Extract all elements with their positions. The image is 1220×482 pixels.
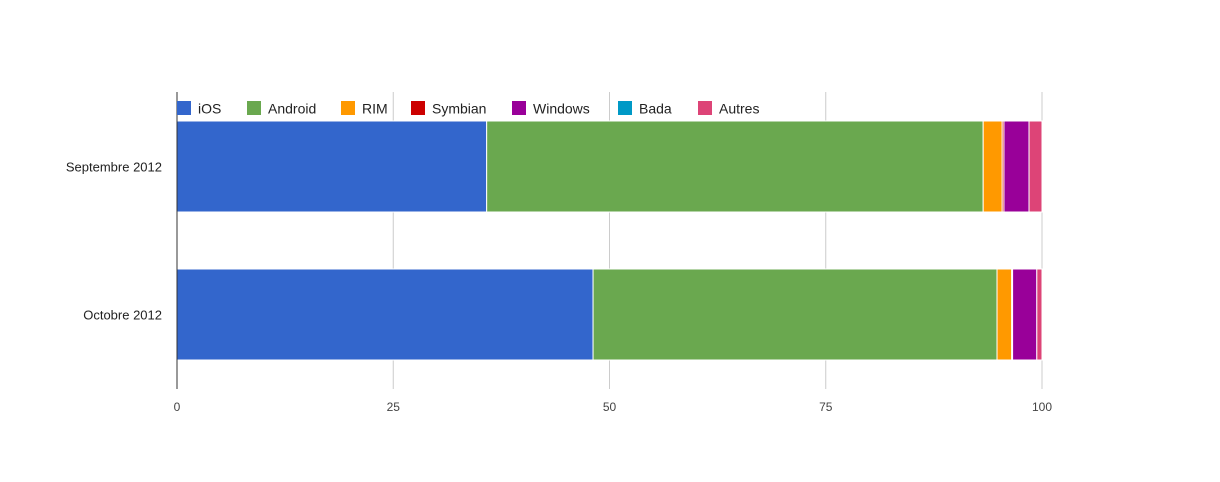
axes: 0 25 50 75 100 Septembre 2012 Octobre 2012 [66,92,1052,414]
category-label-0: Septembre 2012 [66,160,162,175]
bars [176,120,1043,361]
category-label-1: Octobre 2012 [83,308,162,323]
bar-android-0[interactable] [486,120,984,213]
x-tick-label-75: 75 [819,400,833,414]
legend-swatch-android [247,101,261,115]
legend-item-bada[interactable]: Bada [618,101,672,117]
legend-label-rim: RIM [362,101,388,117]
legend-label-android: Android [268,101,316,117]
legend-label-autres: Autres [719,101,759,117]
legend-item-autres[interactable]: Autres [698,101,759,117]
legend-item-rim[interactable]: RIM [341,101,388,117]
legend-label-ios: iOS [198,101,221,117]
legend-label-windows: Windows [533,101,590,117]
x-tick-label-25: 25 [387,400,401,414]
bar-ios-0[interactable] [176,120,488,213]
legend-label-symbian: Symbian [432,101,486,117]
x-tick-label-50: 50 [603,400,617,414]
bar-autres-1[interactable] [1036,268,1043,361]
bar-rim-0[interactable] [982,120,1003,213]
bar-ios-1[interactable] [176,268,594,361]
x-tick-label-100: 100 [1032,400,1052,414]
legend-swatch-rim [341,101,355,115]
legend-swatch-symbian [411,101,425,115]
legend-swatch-ios [177,101,191,115]
bar-windows-1[interactable] [1012,268,1038,361]
legend-swatch-autres [698,101,712,115]
legend-item-ios[interactable]: iOS [177,101,221,117]
legend-item-symbian[interactable]: Symbian [411,101,486,117]
bar-autres-0[interactable] [1028,120,1043,213]
bar-android-1[interactable] [592,268,998,361]
legend-item-windows[interactable]: Windows [512,101,590,117]
x-tick-label-0: 0 [174,400,181,414]
bar-windows-0[interactable] [1003,120,1030,213]
legend: iOS Android RIM Symbian Windows Bada Autres [177,101,759,117]
legend-label-bada: Bada [639,101,672,117]
legend-swatch-bada [618,101,632,115]
bar-rim-1[interactable] [996,268,1013,361]
legend-item-android[interactable]: Android [247,101,316,117]
legend-swatch-windows [512,101,526,115]
